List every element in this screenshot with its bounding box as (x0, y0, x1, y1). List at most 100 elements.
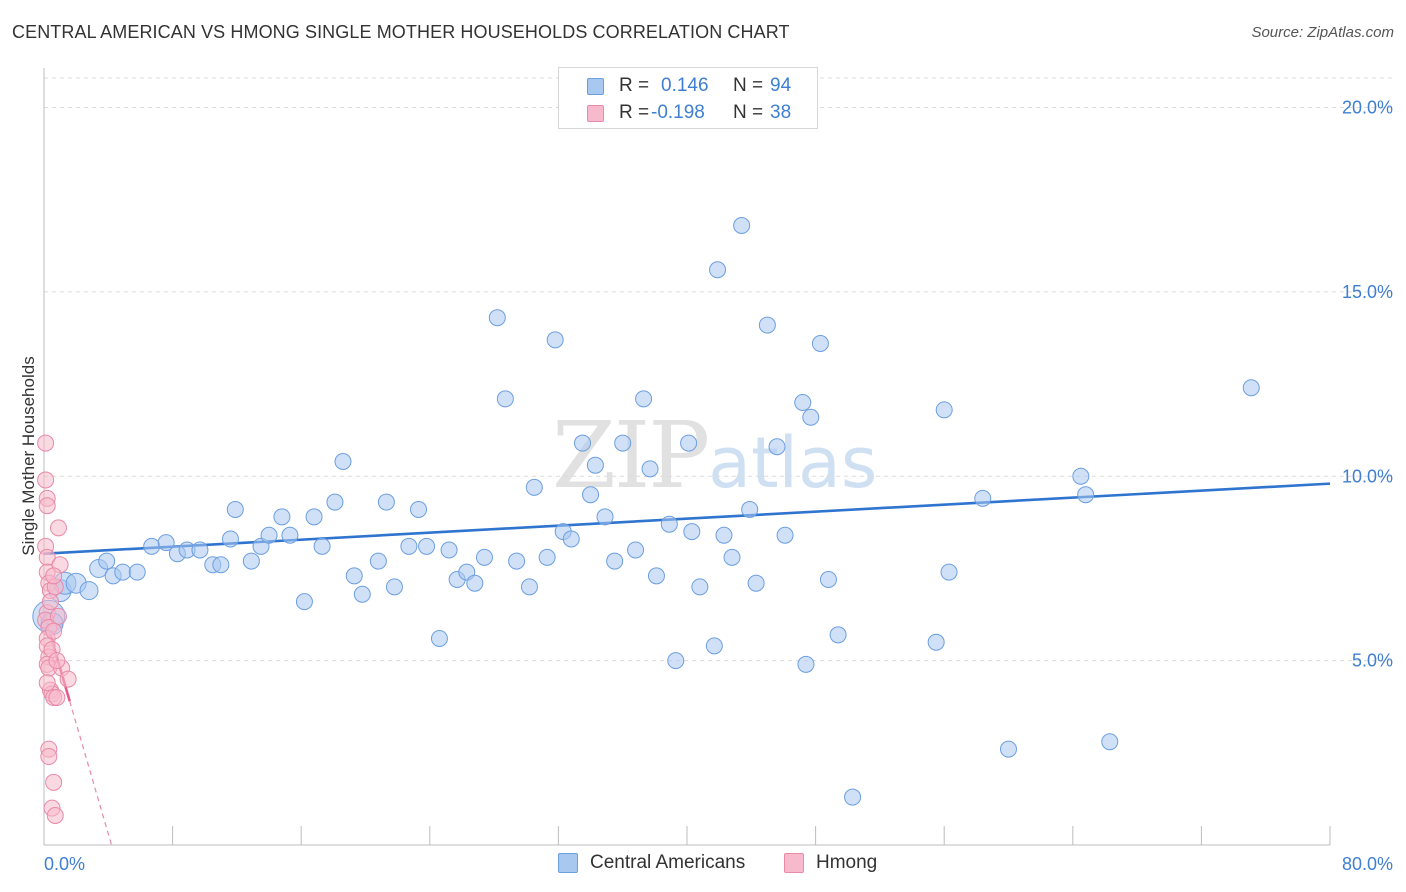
central-americans-point (635, 390, 653, 408)
central-americans-point (475, 548, 493, 566)
central-americans-point (369, 552, 387, 570)
central-americans-point (1242, 379, 1260, 397)
axes (43, 68, 1331, 846)
central-americans-point (1072, 467, 1090, 485)
legend-r-label: R = (619, 75, 650, 96)
central-americans-point (326, 493, 344, 511)
central-americans-point (466, 574, 484, 592)
central-americans-point (242, 552, 260, 570)
central-americans-point (273, 508, 291, 526)
central-americans-point (79, 581, 99, 601)
data-points (32, 217, 1260, 824)
central-americans-point (794, 394, 812, 411)
central-americans-point (546, 331, 564, 349)
hmong-point (37, 471, 55, 489)
bottom-legend-swatch-central-americans (558, 853, 578, 873)
central-americans-point (586, 456, 604, 474)
central-americans-point (226, 500, 244, 518)
central-americans-point (538, 548, 556, 566)
central-americans-point (927, 633, 945, 651)
x-tick-label: 80.0% (1342, 854, 1393, 874)
central-americans-point (212, 556, 230, 574)
legend-n-value: 38 (770, 102, 792, 123)
central-americans-point (723, 548, 741, 566)
central-americans-point (410, 500, 428, 518)
central-americans-point (128, 563, 146, 581)
central-americans-point (680, 434, 698, 452)
bottom-legend-label: Hmong (816, 852, 878, 873)
central-americans-point (430, 630, 448, 647)
central-americans-point (221, 530, 239, 548)
legend-n-value: 94 (770, 75, 792, 96)
central-americans-point (940, 563, 958, 581)
central-americans-point (114, 563, 132, 581)
central-americans-point (715, 526, 733, 544)
central-americans-point (98, 552, 116, 570)
central-americans-point (768, 438, 786, 456)
hmong-point (46, 807, 64, 824)
central-americans-point (260, 526, 278, 544)
legend-row-hmong: R = -0.198 N = 38 (559, 100, 817, 128)
central-americans-point (143, 537, 161, 555)
central-americans-point (305, 508, 323, 526)
hmong-point (45, 773, 63, 791)
central-americans-point (440, 541, 458, 559)
central-americans-point (811, 335, 829, 352)
bottom-legend-label: Central Americans (590, 852, 746, 873)
hmong-trend-line-extension (69, 701, 113, 846)
central-americans-point (353, 585, 371, 603)
legend-n-label: N = (733, 75, 764, 96)
legend-r-value: -0.198 (651, 102, 705, 123)
central-americans-point (345, 567, 363, 585)
bottom-legend-swatch-hmong (784, 853, 804, 873)
central-americans-point (313, 537, 331, 555)
central-americans-point (733, 217, 751, 234)
legend-swatch-hmong (587, 105, 604, 122)
central-americans-point (802, 408, 820, 426)
central-americans-point (705, 637, 723, 655)
central-americans-point (496, 390, 514, 408)
central-americans-point (574, 434, 592, 452)
central-americans-point (596, 508, 614, 526)
central-americans-point (641, 460, 659, 478)
central-americans-point (508, 552, 526, 570)
legend-n-label: N = (733, 102, 764, 123)
central-americans-point (1077, 486, 1095, 504)
central-americans-point (582, 486, 600, 504)
source-label: Source: ZipAtlas.com (1251, 24, 1394, 41)
central-americans-point (776, 526, 794, 544)
hmong-point (38, 674, 56, 692)
central-americans-point (520, 578, 538, 596)
central-americans-point (709, 261, 727, 279)
central-americans-point (191, 541, 209, 559)
x-tick-label: 0.0% (44, 854, 85, 874)
central-americans-point (974, 489, 992, 507)
central-americans-point (525, 478, 543, 496)
central-americans-point (627, 541, 645, 559)
central-americans-point (377, 493, 395, 511)
hmong-point (48, 689, 66, 706)
central-americans-point (819, 571, 837, 588)
chart-title: CENTRAL AMERICAN VS HMONG SINGLE MOTHER … (12, 22, 790, 42)
y-axis-label: Single Mother Households (19, 356, 38, 555)
central-americans-point (747, 574, 765, 592)
central-americans-point (1000, 740, 1017, 758)
y-tick-label: 20.0% (1342, 98, 1393, 118)
legend-swatch-central-americans (587, 78, 604, 95)
legend-r-value: 0.146 (661, 75, 709, 96)
y-tick-label: 5.0% (1352, 651, 1393, 671)
central-americans-point (741, 500, 759, 518)
central-americans-point (400, 537, 418, 555)
hmong-point (59, 670, 77, 688)
central-americans-point (614, 434, 632, 452)
central-americans-point (334, 453, 352, 470)
central-americans-point (562, 530, 580, 548)
central-americans-point (281, 526, 299, 544)
central-americans-point (829, 626, 847, 644)
central-americans-point (1101, 733, 1119, 751)
central-americans-point (418, 537, 436, 555)
central-americans-point (488, 309, 506, 327)
axis-labels: 5.0% 10.0% 15.0% 20.0% 0.0% 80.0% Single Mothe… (19, 98, 1393, 875)
hmong-point (49, 519, 67, 537)
